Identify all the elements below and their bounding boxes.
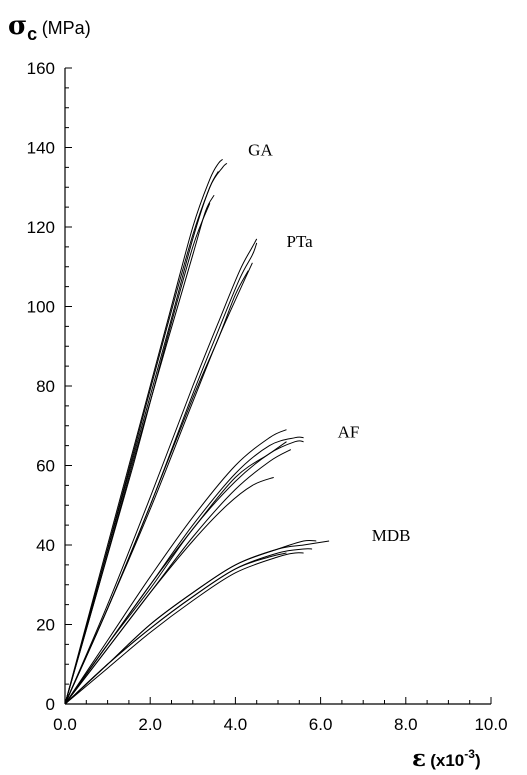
x-axis-exponent: -3 (464, 747, 475, 761)
series-mdb (64, 539, 330, 705)
curve-ga-sample (64, 203, 211, 705)
y-axis-subscript: c (27, 24, 37, 44)
curves (64, 159, 330, 705)
x-tick-label: 8.0 (394, 715, 418, 734)
series-pta (64, 238, 258, 705)
curve-label-pta: PTa (287, 232, 314, 251)
x-axis-unit-prefix: (x10 (430, 751, 464, 770)
curve-label-af: AF (338, 423, 360, 442)
curve-mdb-sample (64, 552, 287, 705)
y-axis-symbol: σ (8, 11, 27, 41)
y-tick-label: 100 (27, 298, 55, 317)
annotations: GA PTa AF MDB (248, 140, 410, 545)
curve-af-sample (64, 429, 287, 705)
curve-mdb-sample (64, 552, 304, 705)
curve-ga-sample (64, 194, 215, 705)
x-axis-symbol: ε (412, 745, 426, 772)
series-ga (64, 159, 228, 705)
y-tick-label: 80 (36, 377, 55, 396)
y-tick-label: 140 (27, 139, 55, 158)
curve-mdb-sample (64, 548, 313, 705)
curve-pta-sample (64, 270, 249, 705)
x-axis-unit-suffix: ) (475, 751, 481, 770)
curve-label-mdb: MDB (372, 526, 411, 545)
y-tick-label: 20 (36, 616, 55, 635)
curve-af-sample (64, 476, 274, 705)
curve-ga-sample (64, 159, 223, 705)
series-af (64, 429, 304, 705)
curve-af-sample (64, 441, 287, 705)
x-tick-label: 2.0 (138, 715, 162, 734)
y-tick-label: 40 (36, 536, 55, 555)
y-axis-unit: (MPa) (42, 18, 91, 38)
x-tick-label: 10.0 (474, 715, 507, 734)
y-axis-title: σc (MPa) (8, 11, 91, 44)
y-tick-label: 60 (36, 457, 55, 476)
x-tick-label: 4.0 (224, 715, 248, 734)
x-axis-title: ε (x10-3) (412, 745, 481, 772)
curve-ga-sample (64, 171, 219, 705)
curve-pta-sample (64, 262, 253, 705)
y-tick-label: 160 (27, 59, 55, 78)
tick-labels: 0 20 40 60 80 100 120 140 160 0.0 2.0 4.0 6.0 8.0 10.0 (27, 59, 508, 734)
x-tick-label: 6.0 (309, 715, 333, 734)
curve-ga-sample (64, 163, 228, 705)
ticks (64, 67, 492, 705)
curve-label-ga: GA (248, 140, 273, 159)
y-tick-label: 120 (27, 218, 55, 237)
y-tick-label: 0 (46, 695, 55, 714)
curve-pta-sample (64, 238, 258, 705)
x-tick-label: 0.0 (53, 715, 77, 734)
